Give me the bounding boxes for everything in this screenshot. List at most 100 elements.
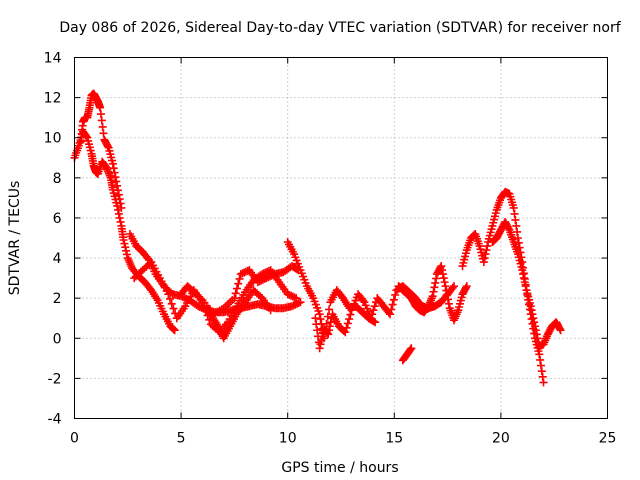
data-point: [121, 243, 130, 252]
data-point: [439, 274, 448, 283]
data-point: [103, 142, 112, 151]
data-point: [438, 266, 447, 275]
x-tick-label: 20: [492, 431, 510, 447]
x-tick-label: 10: [279, 431, 297, 447]
data-points: [70, 89, 565, 387]
data-point: [115, 195, 124, 204]
data-point: [346, 310, 355, 319]
data-point: [526, 302, 535, 311]
data-point: [82, 132, 91, 141]
data-point: [169, 325, 178, 334]
data-point: [528, 310, 537, 319]
y-tick-label: 4: [53, 251, 62, 267]
data-point: [316, 315, 325, 324]
data-point: [444, 299, 453, 308]
data-point: [536, 355, 545, 364]
data-point: [555, 324, 564, 333]
data-point: [99, 129, 108, 138]
data-point: [441, 282, 450, 291]
data-point: [387, 305, 396, 314]
data-point: [444, 295, 453, 304]
data-point: [480, 254, 489, 263]
data-point: [169, 304, 178, 313]
data-point: [116, 199, 125, 208]
data-point: [290, 293, 299, 302]
data-point: [483, 242, 492, 251]
data-point: [117, 203, 126, 212]
data-point: [437, 262, 446, 271]
data-point: [235, 274, 244, 283]
data-point: [122, 246, 131, 255]
data-point: [510, 209, 519, 218]
data-point: [98, 122, 107, 131]
data-point: [113, 186, 122, 195]
data-point: [109, 164, 118, 173]
x-tick-label: 5: [177, 431, 186, 447]
data-point: [326, 318, 335, 327]
data-point: [442, 286, 451, 295]
data-point: [461, 283, 470, 292]
data-point: [429, 287, 438, 296]
axes: 0 5 10 15 20 25 -4 -2 0 2 4 6 8 10 12 14: [44, 51, 617, 447]
data-point: [539, 378, 548, 387]
series-arc-b: [76, 89, 126, 212]
data-point: [531, 322, 540, 331]
data-point: [196, 294, 205, 303]
data-point: [536, 361, 545, 370]
data-point: [519, 274, 528, 283]
data-point: [96, 110, 105, 119]
data-point: [345, 315, 354, 324]
data-point: [389, 295, 398, 304]
y-tick-label: 2: [53, 291, 62, 307]
data-point: [509, 203, 518, 212]
data-point: [359, 296, 368, 305]
data-point: [369, 306, 378, 315]
data-point: [114, 190, 123, 199]
data-point: [519, 270, 528, 279]
data-point: [521, 282, 530, 291]
data-point: [318, 332, 327, 341]
y-axis-title: SDTVAR / TECUs: [7, 181, 23, 296]
data-point: [388, 300, 397, 309]
series-arc-j: [398, 344, 416, 365]
data-point: [511, 215, 520, 224]
data-point: [115, 213, 124, 222]
y-tick-label: 8: [53, 171, 62, 187]
data-point: [448, 283, 457, 292]
data-point: [407, 344, 416, 353]
data-point: [556, 326, 565, 335]
data-point: [113, 181, 122, 190]
data-point: [428, 292, 437, 301]
grid: [74, 57, 608, 419]
data-point: [317, 336, 326, 345]
data-point: [535, 350, 544, 359]
data-point: [231, 289, 240, 298]
data-point: [166, 294, 175, 303]
data-point: [386, 310, 395, 319]
x-tick-label: 15: [385, 431, 403, 447]
data-point: [512, 221, 521, 230]
data-point: [97, 116, 106, 125]
data-point: [96, 103, 105, 112]
data-point: [443, 290, 452, 299]
data-point: [256, 292, 265, 301]
chart-title: Day 086 of 2026, Sidereal Day-to-day VTE…: [59, 20, 621, 36]
x-tick-label: 0: [70, 431, 79, 447]
data-point: [533, 334, 542, 343]
data-point: [230, 294, 239, 303]
data-point: [325, 326, 334, 335]
series-arc-a: [70, 127, 179, 335]
data-point: [481, 250, 490, 259]
data-point: [315, 310, 324, 319]
y-tick-label: 10: [44, 131, 62, 147]
data-point: [110, 168, 119, 177]
data-point: [462, 282, 471, 291]
data-point: [294, 298, 303, 307]
data-point: [343, 319, 352, 328]
data-point: [324, 330, 333, 339]
y-tick-label: 6: [53, 211, 62, 227]
data-point: [119, 236, 128, 245]
data-point: [537, 367, 546, 376]
data-point: [341, 328, 350, 337]
